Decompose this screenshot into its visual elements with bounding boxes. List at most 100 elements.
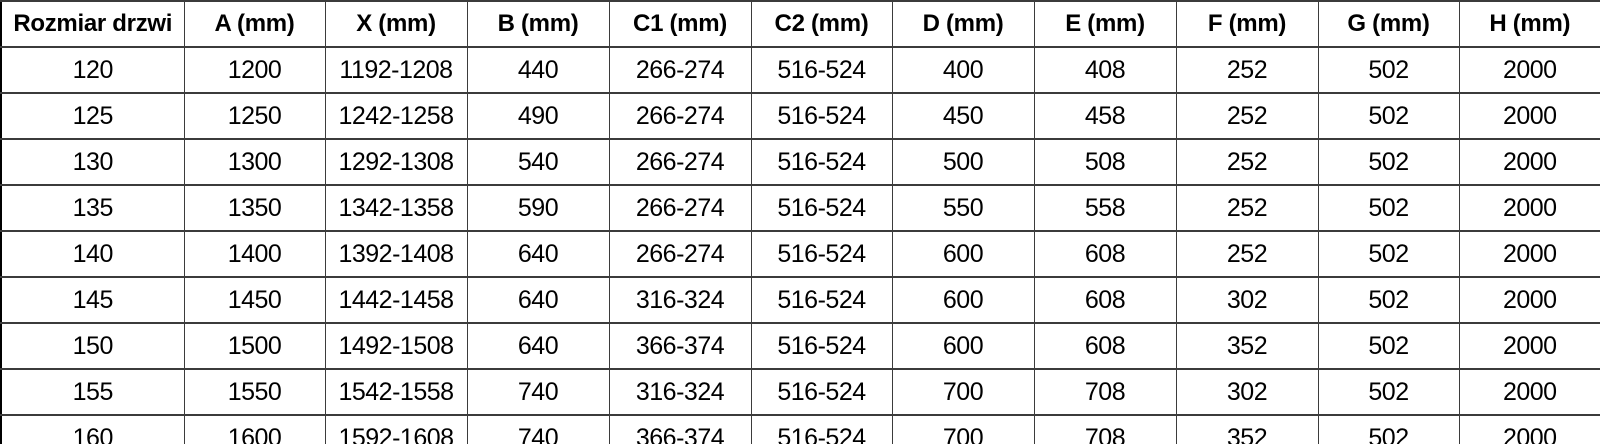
table-cell: 708 (1033, 368, 1177, 416)
column-header: Rozmiar drzwi (0, 0, 185, 48)
table-cell: 502 (1317, 184, 1460, 232)
table-cell: 740 (466, 368, 610, 416)
table-cell: 608 (1033, 230, 1177, 278)
table-cell: 1492-1508 (324, 322, 468, 370)
table-cell: 516-524 (750, 368, 893, 416)
table-cell: 2000 (1458, 414, 1600, 444)
table-cell: 266-274 (608, 92, 752, 140)
table-cell: 1300 (183, 138, 326, 186)
table-cell: 440 (466, 46, 610, 94)
table-cell: 366-374 (608, 322, 752, 370)
table-cell: 252 (1175, 138, 1319, 186)
table-cell: 700 (891, 414, 1035, 444)
table-row: 125 1250 1242-1258 490 266-274 516-524 450 458 2… (0, 92, 1600, 140)
column-header: B (mm) (466, 0, 610, 48)
table-cell: 708 (1033, 414, 1177, 444)
table-cell: 740 (466, 414, 610, 444)
table-cell: 600 (891, 230, 1035, 278)
table-cell: 2000 (1458, 92, 1600, 140)
table-cell: 500 (891, 138, 1035, 186)
table-cell: 1342-1358 (324, 184, 468, 232)
table-cell: 516-524 (750, 92, 893, 140)
table-cell: 502 (1317, 138, 1460, 186)
table-cell: 558 (1033, 184, 1177, 232)
table-cell: 352 (1175, 322, 1319, 370)
table-header: Rozmiar drzwi A (mm) X (mm) B (mm) C1 (mm) C2… (0, 0, 1600, 48)
table-cell: 608 (1033, 322, 1177, 370)
table-cell: 502 (1317, 46, 1460, 94)
table-cell: 550 (891, 184, 1035, 232)
table-cell: 160 (0, 414, 185, 444)
table-cell: 135 (0, 184, 185, 232)
table-cell: 266-274 (608, 230, 752, 278)
table-cell: 352 (1175, 414, 1319, 444)
table-body: 120 1200 1192-1208 440 266-274 516-524 400 408 2… (0, 46, 1600, 444)
table-cell: 516-524 (750, 276, 893, 324)
table-cell: 366-374 (608, 414, 752, 444)
table-cell: 502 (1317, 276, 1460, 324)
table-cell: 266-274 (608, 184, 752, 232)
table-cell: 516-524 (750, 322, 893, 370)
column-header: C2 (mm) (750, 0, 893, 48)
table-cell: 1192-1208 (324, 46, 468, 94)
table-cell: 252 (1175, 184, 1319, 232)
table-cell: 490 (466, 92, 610, 140)
column-header: D (mm) (891, 0, 1035, 48)
table-cell: 540 (466, 138, 610, 186)
table-cell: 516-524 (750, 230, 893, 278)
table-cell: 266-274 (608, 138, 752, 186)
table-cell: 1350 (183, 184, 326, 232)
table-cell: 252 (1175, 230, 1319, 278)
table-row: 120 1200 1192-1208 440 266-274 516-524 400 408 2… (0, 46, 1600, 94)
table-cell: 266-274 (608, 46, 752, 94)
table-cell: 640 (466, 322, 610, 370)
column-header: H (mm) (1458, 0, 1600, 48)
table-cell: 590 (466, 184, 610, 232)
column-header: A (mm) (183, 0, 326, 48)
table-cell: 130 (0, 138, 185, 186)
table-cell: 1392-1408 (324, 230, 468, 278)
column-header: F (mm) (1175, 0, 1319, 48)
table-row: 130 1300 1292-1308 540 266-274 516-524 500 508 2… (0, 138, 1600, 186)
table-cell: 600 (891, 322, 1035, 370)
table-cell: 1550 (183, 368, 326, 416)
table-cell: 140 (0, 230, 185, 278)
table-cell: 502 (1317, 368, 1460, 416)
table-cell: 502 (1317, 230, 1460, 278)
table-cell: 252 (1175, 92, 1319, 140)
table-cell: 1450 (183, 276, 326, 324)
table-cell: 640 (466, 276, 610, 324)
column-header: E (mm) (1033, 0, 1177, 48)
table-cell: 640 (466, 230, 610, 278)
table-cell: 516-524 (750, 184, 893, 232)
table-cell: 2000 (1458, 276, 1600, 324)
table-row: 140 1400 1392-1408 640 266-274 516-524 600 608 2… (0, 230, 1600, 278)
table-cell: 125 (0, 92, 185, 140)
table-cell: 450 (891, 92, 1035, 140)
table-cell: 608 (1033, 276, 1177, 324)
table-cell: 516-524 (750, 138, 893, 186)
table-cell: 400 (891, 46, 1035, 94)
table-cell: 1242-1258 (324, 92, 468, 140)
table-cell: 508 (1033, 138, 1177, 186)
table-cell: 2000 (1458, 184, 1600, 232)
table-cell: 1592-1608 (324, 414, 468, 444)
table-cell: 302 (1175, 368, 1319, 416)
table-cell: 1250 (183, 92, 326, 140)
table-cell: 502 (1317, 92, 1460, 140)
table-cell: 2000 (1458, 138, 1600, 186)
table-row: 135 1350 1342-1358 590 266-274 516-524 550 558 2… (0, 184, 1600, 232)
column-header: X (mm) (324, 0, 468, 48)
table-cell: 1442-1458 (324, 276, 468, 324)
table-cell: 502 (1317, 414, 1460, 444)
table-cell: 2000 (1458, 368, 1600, 416)
table-cell: 252 (1175, 46, 1319, 94)
column-header: G (mm) (1317, 0, 1460, 48)
table-cell: 1400 (183, 230, 326, 278)
table-cell: 408 (1033, 46, 1177, 94)
table-cell: 700 (891, 368, 1035, 416)
table-cell: 2000 (1458, 322, 1600, 370)
table-cell: 516-524 (750, 46, 893, 94)
